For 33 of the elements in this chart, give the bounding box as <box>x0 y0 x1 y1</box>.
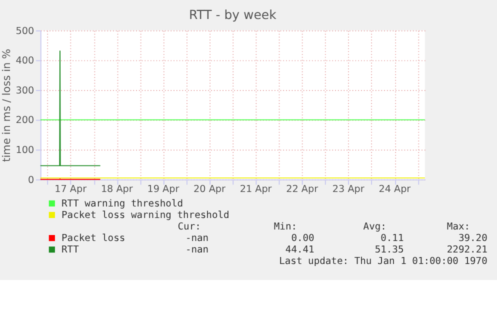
y-tick-label: 100 <box>16 144 34 156</box>
x-tick-label: 22 Apr <box>286 184 318 195</box>
text: 0.00 <box>291 232 315 244</box>
text: Min: <box>274 221 298 232</box>
text: -nan <box>185 232 209 244</box>
text: 51.35 <box>374 244 404 256</box>
legend-label: RTT <box>62 244 80 256</box>
y-tick-label: 500 <box>16 26 34 37</box>
text: 0.11 <box>380 232 404 244</box>
x-tick-label: 17 Apr <box>54 184 87 195</box>
x-tick-label: 19 Apr <box>147 184 180 195</box>
text: -nan <box>185 244 209 256</box>
text: 2292.21 <box>446 244 488 256</box>
y-tick-label: 200 <box>16 115 34 126</box>
y-tick-label: 400 <box>16 56 34 67</box>
y-axis-title: time in ms / loss in % <box>1 48 14 162</box>
text: Cur: <box>178 221 201 232</box>
text: Last update: Thu Jan 1 01:00:00 1970 <box>279 256 488 268</box>
legend-label: RTT warning threshold <box>62 198 184 210</box>
chart-title: RTT - by week <box>188 6 278 22</box>
x-tick-label: 20 Apr <box>194 184 226 195</box>
text: Max: <box>446 221 470 232</box>
y-tick-label: 300 <box>16 85 34 96</box>
x-tick-label: 24 Apr <box>378 184 411 195</box>
x-tick-label: 23 Apr <box>332 184 364 195</box>
text: 44.41 <box>285 244 315 256</box>
text: 39.20 <box>458 232 488 244</box>
x-tick-label: 18 Apr <box>100 184 133 195</box>
y-tick-label: 0 <box>28 174 34 186</box>
legend-label: Packet loss warning threshold <box>62 210 230 221</box>
x-tick-label: 21 Apr <box>240 184 272 195</box>
text: Avg: <box>363 221 386 232</box>
legend-label: Packet loss <box>62 232 126 244</box>
